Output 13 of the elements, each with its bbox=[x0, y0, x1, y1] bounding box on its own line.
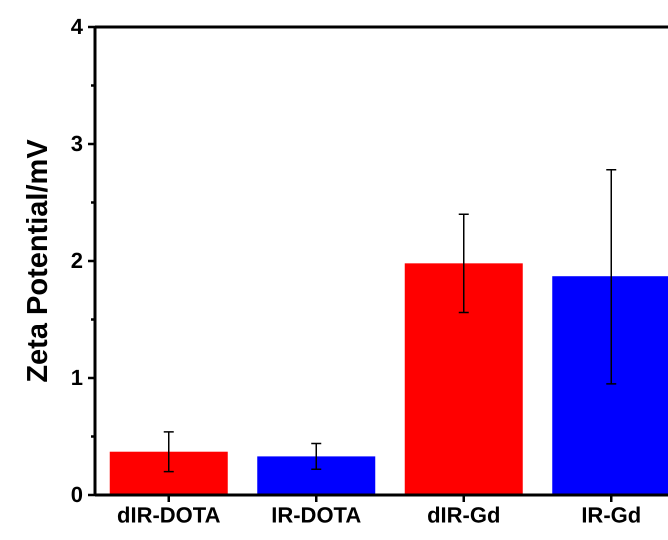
x-tick-label: IR-DOTA bbox=[271, 502, 362, 528]
bar bbox=[404, 263, 523, 495]
y-axis-title: Zeta Potential/mV bbox=[22, 138, 54, 383]
y-tick-label: 4 bbox=[70, 14, 84, 40]
y-tick-label: 3 bbox=[70, 131, 83, 156]
y-tick-label: 0 bbox=[70, 482, 83, 508]
y-tick-label: 1 bbox=[70, 365, 83, 390]
bar bbox=[110, 452, 228, 495]
x-tick-label: dIR-DOTA bbox=[117, 502, 221, 528]
y-tick-label: 2 bbox=[70, 248, 83, 274]
bar bbox=[257, 456, 376, 495]
x-tick-label: dIR-Gd bbox=[427, 502, 500, 528]
x-tick-label: IR-Gd bbox=[581, 502, 642, 528]
